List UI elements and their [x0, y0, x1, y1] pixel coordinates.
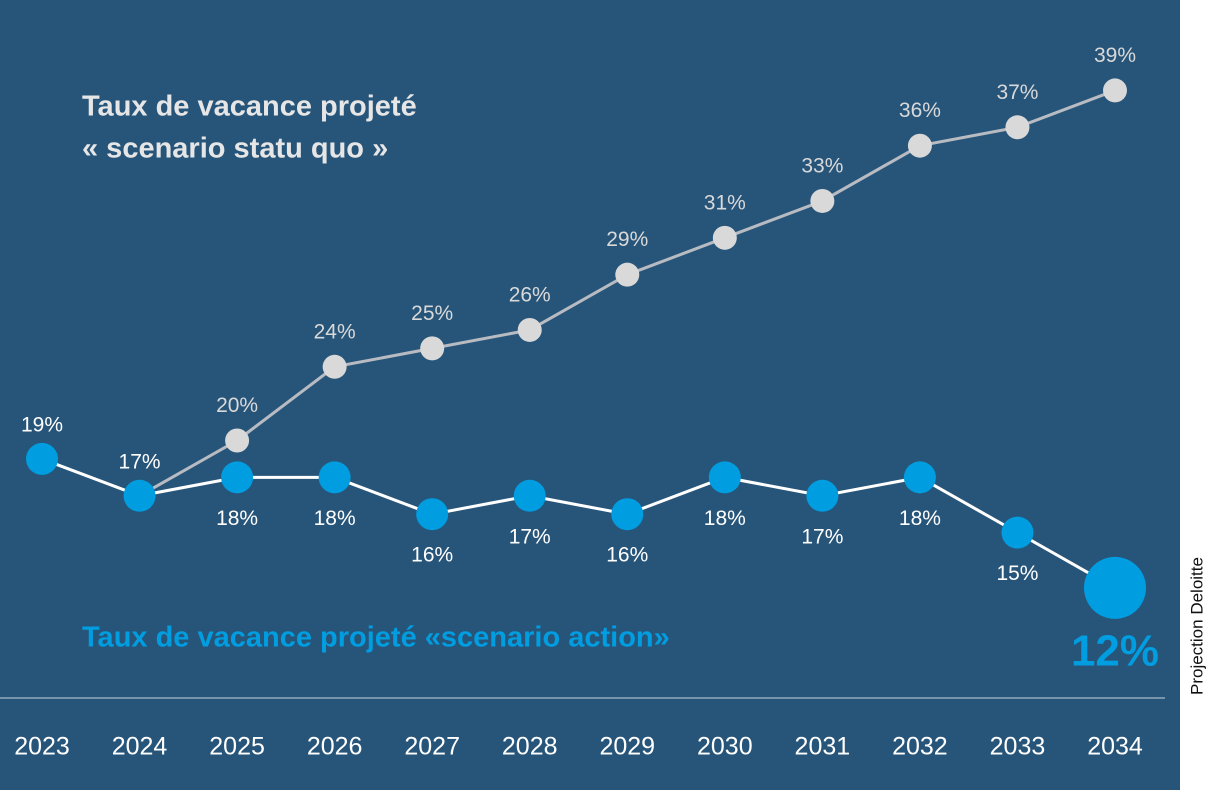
point — [903, 461, 936, 494]
data-label: 20% — [216, 394, 258, 417]
x-tick-label: 2031 — [795, 733, 851, 761]
x-tick-label: 2027 — [404, 733, 460, 761]
annotation: Taux de vacance projeté — [82, 91, 417, 123]
point — [1103, 78, 1127, 103]
x-tick-label: 2033 — [990, 733, 1046, 761]
annotation: Taux de vacance projeté «scenario action… — [82, 622, 670, 654]
data-label: 18% — [704, 507, 746, 530]
point — [1001, 516, 1034, 549]
data-label: 25% — [411, 302, 453, 325]
point — [513, 479, 546, 512]
point — [1084, 556, 1146, 619]
point — [225, 428, 250, 453]
point — [221, 461, 254, 494]
series-line — [41, 457, 1116, 590]
x-tick-label: 2029 — [599, 733, 655, 761]
background — [0, 0, 1180, 790]
data-label: 31% — [704, 191, 746, 214]
data-label: 39% — [1094, 44, 1136, 67]
data-label: 16% — [606, 544, 648, 567]
point — [322, 354, 347, 379]
data-label: 26% — [509, 283, 551, 306]
x-tick-label: 2030 — [697, 733, 753, 761]
data-label: 17% — [509, 525, 551, 548]
annotation: « scenario statu quo » — [82, 133, 388, 165]
data-label: 15% — [996, 562, 1038, 585]
data-label: 18% — [899, 507, 941, 530]
point — [123, 479, 156, 512]
x-tick-label: 2026 — [307, 733, 363, 761]
data-label: 12% — [1071, 627, 1159, 676]
point — [712, 225, 737, 250]
x-tick-label: 2028 — [502, 733, 558, 761]
data-label: 29% — [606, 228, 648, 251]
x-tick-label: 2025 — [209, 733, 265, 761]
data-label: 36% — [899, 99, 941, 122]
x-tick-label: 2023 — [14, 733, 70, 761]
source: Projection Deloitte — [1187, 557, 1206, 695]
point — [615, 262, 640, 287]
point — [611, 498, 644, 531]
data-label: 37% — [996, 81, 1038, 104]
point — [420, 336, 445, 361]
data-label: 33% — [801, 155, 843, 178]
data-label: 16% — [411, 544, 453, 567]
x-tick-label: 2024 — [112, 733, 168, 761]
data-label: 24% — [314, 320, 356, 343]
point — [1005, 115, 1030, 140]
point — [708, 461, 741, 494]
point — [517, 317, 542, 342]
data-label: 18% — [216, 507, 258, 530]
x-tick-label: 2032 — [892, 733, 948, 761]
point — [318, 461, 351, 494]
data-label: 17% — [119, 450, 161, 473]
point — [907, 133, 932, 158]
point — [810, 188, 835, 213]
point — [806, 479, 839, 512]
point — [416, 498, 449, 531]
data-label: 18% — [314, 507, 356, 530]
point — [26, 442, 58, 475]
data-label: 19% — [21, 413, 63, 436]
x-tick-label: 2034 — [1087, 733, 1143, 761]
data-label: 17% — [801, 525, 843, 548]
